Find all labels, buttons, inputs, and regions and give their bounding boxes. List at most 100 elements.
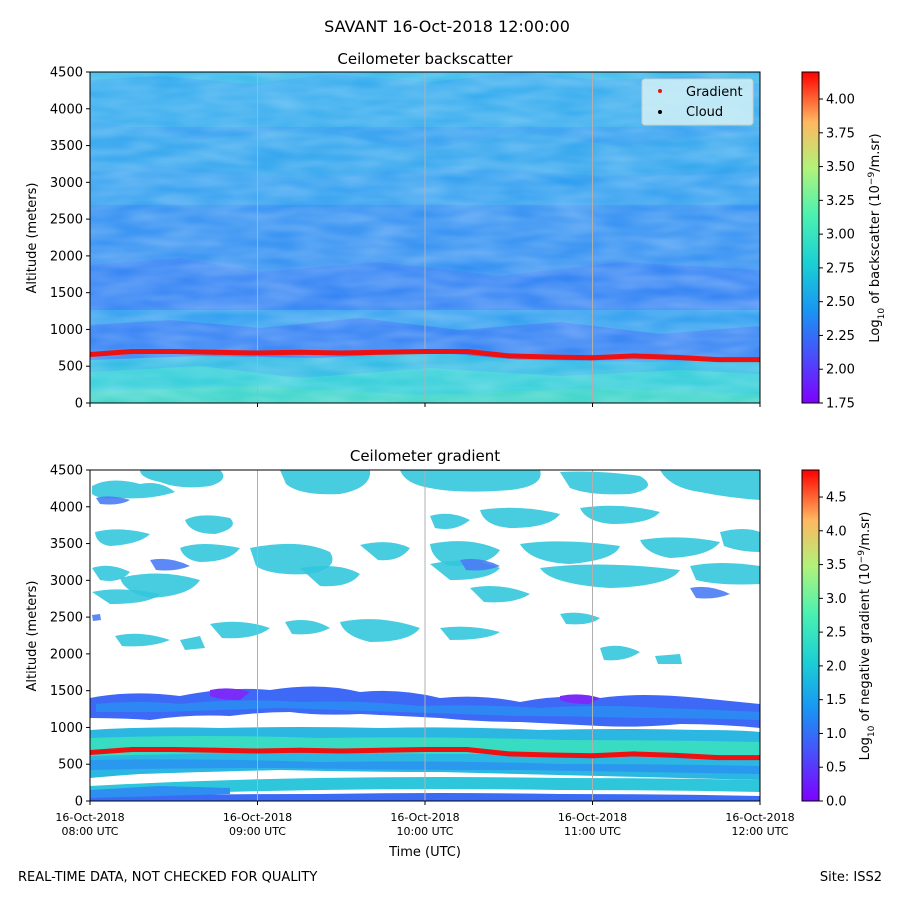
x-tick-label-date: 16-Oct-2018 bbox=[558, 811, 627, 824]
gradient-point bbox=[129, 747, 135, 753]
gradient-point bbox=[548, 354, 554, 360]
colorbar-tick-label: 4.0 bbox=[826, 524, 847, 539]
gradient-point bbox=[213, 747, 219, 753]
y-tick-label: 1500 bbox=[50, 286, 83, 301]
y-tick-label: 2500 bbox=[50, 213, 83, 228]
gradient-point bbox=[715, 755, 721, 761]
y-tick-label: 0 bbox=[75, 795, 83, 810]
backscatter-ylabel: Altitude (meters) bbox=[25, 183, 40, 294]
backscatter-title: Ceilometer backscatter bbox=[337, 50, 513, 68]
gradient-point bbox=[90, 749, 93, 755]
gradient-y-axis: 0 500 1000 1500 2000 2500 3000 3500 4000 4500 bbox=[50, 464, 90, 810]
y-tick-label: 4500 bbox=[50, 66, 83, 81]
colorbar-tick-label: 0.0 bbox=[826, 795, 847, 810]
legend: Gradient Cloud bbox=[641, 78, 754, 126]
gradient-point bbox=[338, 350, 344, 356]
colorbar-tick-label: 3.5 bbox=[826, 558, 847, 573]
backscatter-colorbar-ticks: 1.75 2.00 2.25 2.50 2.75 3.00 3.25 3.50 3.75 4.00 bbox=[819, 93, 855, 412]
backscatter-y-axis: 0 500 1000 1500 2000 2500 3000 3500 4000 4500 bbox=[50, 66, 90, 412]
gradient-point bbox=[631, 751, 637, 757]
gradient-point bbox=[464, 349, 470, 355]
quality-disclaimer: REAL-TIME DATA, NOT CHECKED FOR QUALITY bbox=[18, 870, 318, 885]
colorbar-tick-label: 3.0 bbox=[826, 592, 847, 607]
gradient-colorbar-ticks: 0.0 0.5 1.0 1.5 2.0 2.5 3.0 3.5 4.0 4.5 bbox=[819, 491, 847, 810]
y-tick-label: 4500 bbox=[50, 464, 83, 479]
y-tick-label: 1000 bbox=[50, 323, 83, 338]
gradient-title: Ceilometer gradient bbox=[350, 447, 500, 465]
gradient-point bbox=[255, 350, 260, 356]
colorbar-tick-label: 2.00 bbox=[826, 363, 855, 378]
figure-title: SAVANT 16-Oct-2018 12:00:00 bbox=[324, 17, 570, 36]
gradient-point bbox=[422, 747, 428, 753]
colorbar-tick-label: 2.25 bbox=[826, 329, 855, 344]
gradient-point bbox=[590, 355, 595, 361]
backscatter-colorbar: 1.75 2.00 2.25 2.50 2.75 3.00 3.25 3.50 3.75 4.00… bbox=[801, 71, 887, 412]
gradient-point bbox=[213, 349, 219, 355]
x-axis-label: Time (UTC) bbox=[388, 845, 461, 860]
backscatter-colorbar-label: Log10 of backscatter (10−9/m.sr) bbox=[867, 133, 887, 342]
gradient-colorbar: 0.0 0.5 1.0 1.5 2.0 2.5 3.0 3.5 4.0 4.5 Log10 of … bbox=[801, 469, 877, 810]
colorbar-tick-label: 2.5 bbox=[826, 626, 847, 641]
gradient-point bbox=[631, 353, 637, 359]
colorbar-tick-label: 1.0 bbox=[826, 727, 847, 742]
gradient-point bbox=[715, 357, 721, 363]
colorbar-tick-label: 4.5 bbox=[826, 491, 847, 506]
colorbar-tick-label: 1.5 bbox=[826, 693, 847, 708]
gradient-point bbox=[380, 747, 386, 753]
gradient-point bbox=[464, 747, 470, 753]
y-tick-label: 4000 bbox=[50, 500, 83, 515]
gradient-point bbox=[255, 748, 260, 754]
x-tick-label-date: 16-Oct-2018 bbox=[390, 811, 459, 824]
gradient-point bbox=[171, 747, 177, 753]
gradient-ylabel: Altitude (meters) bbox=[25, 581, 40, 692]
backscatter-colorbar-bar bbox=[801, 71, 820, 404]
gradient-series bbox=[90, 349, 760, 363]
x-tick-label-date: 16-Oct-2018 bbox=[223, 811, 292, 824]
gradient-point bbox=[506, 751, 512, 757]
colorbar-tick-label: 2.0 bbox=[826, 659, 847, 674]
gradient-point bbox=[506, 353, 512, 359]
gradient-colorbar-bar bbox=[801, 469, 820, 802]
y-tick-label: 2500 bbox=[50, 611, 83, 626]
colorbar-tick-label: 2.50 bbox=[826, 295, 855, 310]
x-tick-label-time: 10:00 UTC bbox=[396, 825, 453, 838]
gradient-point bbox=[338, 748, 344, 754]
y-tick-label: 1500 bbox=[50, 684, 83, 699]
gradient-point bbox=[422, 349, 428, 355]
colorbar-tick-label: 3.00 bbox=[826, 228, 855, 243]
legend-cloud-label: Cloud bbox=[686, 105, 723, 120]
colorbar-tick-label: 3.25 bbox=[826, 194, 855, 209]
gradient-point bbox=[90, 351, 93, 357]
y-tick-label: 500 bbox=[58, 360, 83, 375]
x-tick-label-time: 08:00 UTC bbox=[61, 825, 118, 838]
gradient-point bbox=[757, 755, 760, 761]
x-tick-label-time: 12:00 UTC bbox=[731, 825, 788, 838]
legend-gradient-label: Gradient bbox=[686, 85, 743, 100]
colorbar-tick-label: 1.75 bbox=[826, 397, 855, 412]
gradient-point bbox=[673, 354, 679, 360]
y-tick-label: 500 bbox=[58, 758, 83, 773]
colorbar-tick-label: 4.00 bbox=[826, 93, 855, 108]
colorbar-tick-label: 2.75 bbox=[826, 261, 855, 276]
gradient-colorbar-label: Log10 of negative gradient (10−9/m.sr) bbox=[857, 512, 877, 761]
legend-box bbox=[641, 78, 754, 126]
gradient-series bbox=[90, 747, 760, 761]
gradient-point bbox=[673, 752, 679, 758]
gradient-point bbox=[171, 349, 177, 355]
gradient-point bbox=[548, 752, 554, 758]
y-tick-label: 3000 bbox=[50, 574, 83, 589]
gradient-point bbox=[296, 747, 302, 753]
y-tick-label: 4000 bbox=[50, 102, 83, 117]
y-tick-label: 3500 bbox=[50, 537, 83, 552]
colorbar-tick-label: 3.75 bbox=[826, 126, 855, 141]
y-tick-label: 3500 bbox=[50, 139, 83, 154]
backscatter-x-axis bbox=[89, 403, 761, 407]
gradient-point bbox=[129, 349, 135, 355]
gradient-point bbox=[590, 753, 595, 759]
gradient-panel: Ceilometer gradient bbox=[25, 447, 877, 860]
site-label: Site: ISS2 bbox=[819, 870, 882, 885]
x-tick-label-date: 16-Oct-2018 bbox=[725, 811, 794, 824]
x-tick-label-time: 11:00 UTC bbox=[564, 825, 621, 838]
